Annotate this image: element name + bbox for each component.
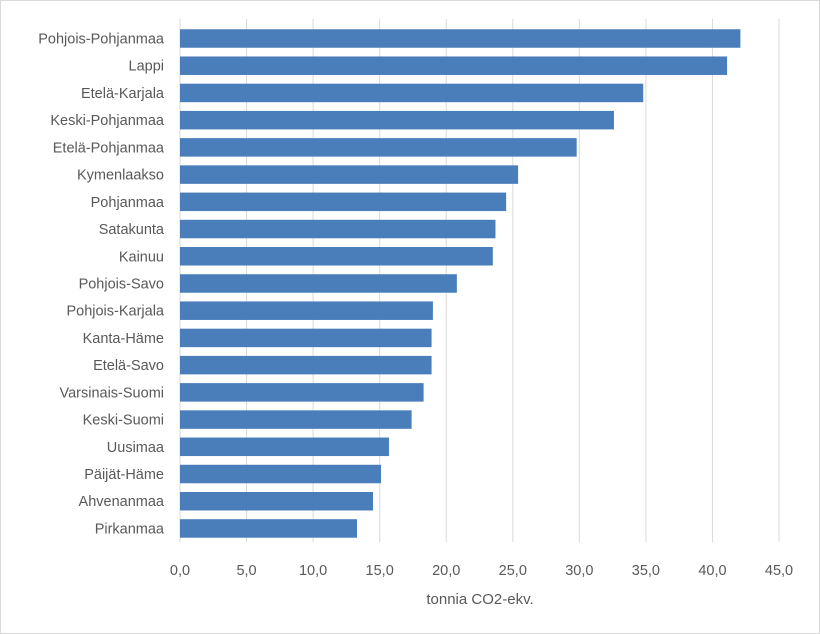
bar [180,491,374,511]
bar [180,519,358,538]
bar [180,464,381,484]
category-label: Keski-Pohjanmaa [50,113,165,129]
bar [180,56,728,75]
x-tick-label: 0,0 [170,563,190,579]
bar [180,247,493,266]
category-label: Kainuu [119,249,164,265]
bar [180,274,457,293]
bar [180,328,432,348]
category-label: Etelä-Karjala [81,86,165,102]
bar [180,165,519,184]
category-label: Pohjanmaa [91,195,165,211]
x-tick-label: 25,0 [499,563,527,579]
x-tick-label: 15,0 [366,563,394,579]
category-label: Ahvenanmaa [79,494,165,510]
x-tick-label: 35,0 [632,563,660,579]
x-tick-label: 5,0 [236,563,256,579]
bar [180,219,496,239]
category-label: Uusimaa [107,440,165,456]
category-labels: Pohjois-Pohjanmaa Lappi Etelä-Karjala Keski… [38,32,165,538]
bar [180,437,389,457]
bar [180,192,507,212]
category-label: Pirkanmaa [95,521,165,537]
category-label: Keski-Suomi [83,413,164,429]
bar [180,29,741,48]
x-tick-label: 40,0 [698,563,726,579]
category-label: Satakunta [99,222,165,238]
category-label: Pohjois-Karjala [66,304,164,320]
category-label: Kanta-Häme [83,331,164,347]
category-label: Etelä-Pohjanmaa [53,140,165,156]
category-label: Varsinais-Suomi [60,385,165,401]
bar [180,110,614,130]
bars [180,29,741,538]
bar [180,301,433,320]
x-tick-label: 20,0 [432,563,460,579]
bar [180,83,644,103]
x-tick-label: 30,0 [565,563,593,579]
category-label: Pohjois-Savo [79,276,164,292]
category-label: Etelä-Savo [93,358,164,374]
x-tick-labels: 0,0 5,0 10,0 15,0 20,0 25,0 30,0 35,0 40,0 45,0 [170,563,793,579]
bar [180,355,432,375]
x-tick-label: 10,0 [299,563,327,579]
bar [180,138,577,157]
category-label: Lappi [129,59,164,75]
category-label: Päijät-Häme [84,467,164,483]
bar [180,410,412,429]
x-tick-label: 45,0 [765,563,793,579]
x-axis-title: tonnia CO2-ekv. [426,591,533,608]
category-label: Kymenlaakso [77,168,164,184]
bar [180,383,424,402]
category-label: Pohjois-Pohjanmaa [38,32,165,48]
